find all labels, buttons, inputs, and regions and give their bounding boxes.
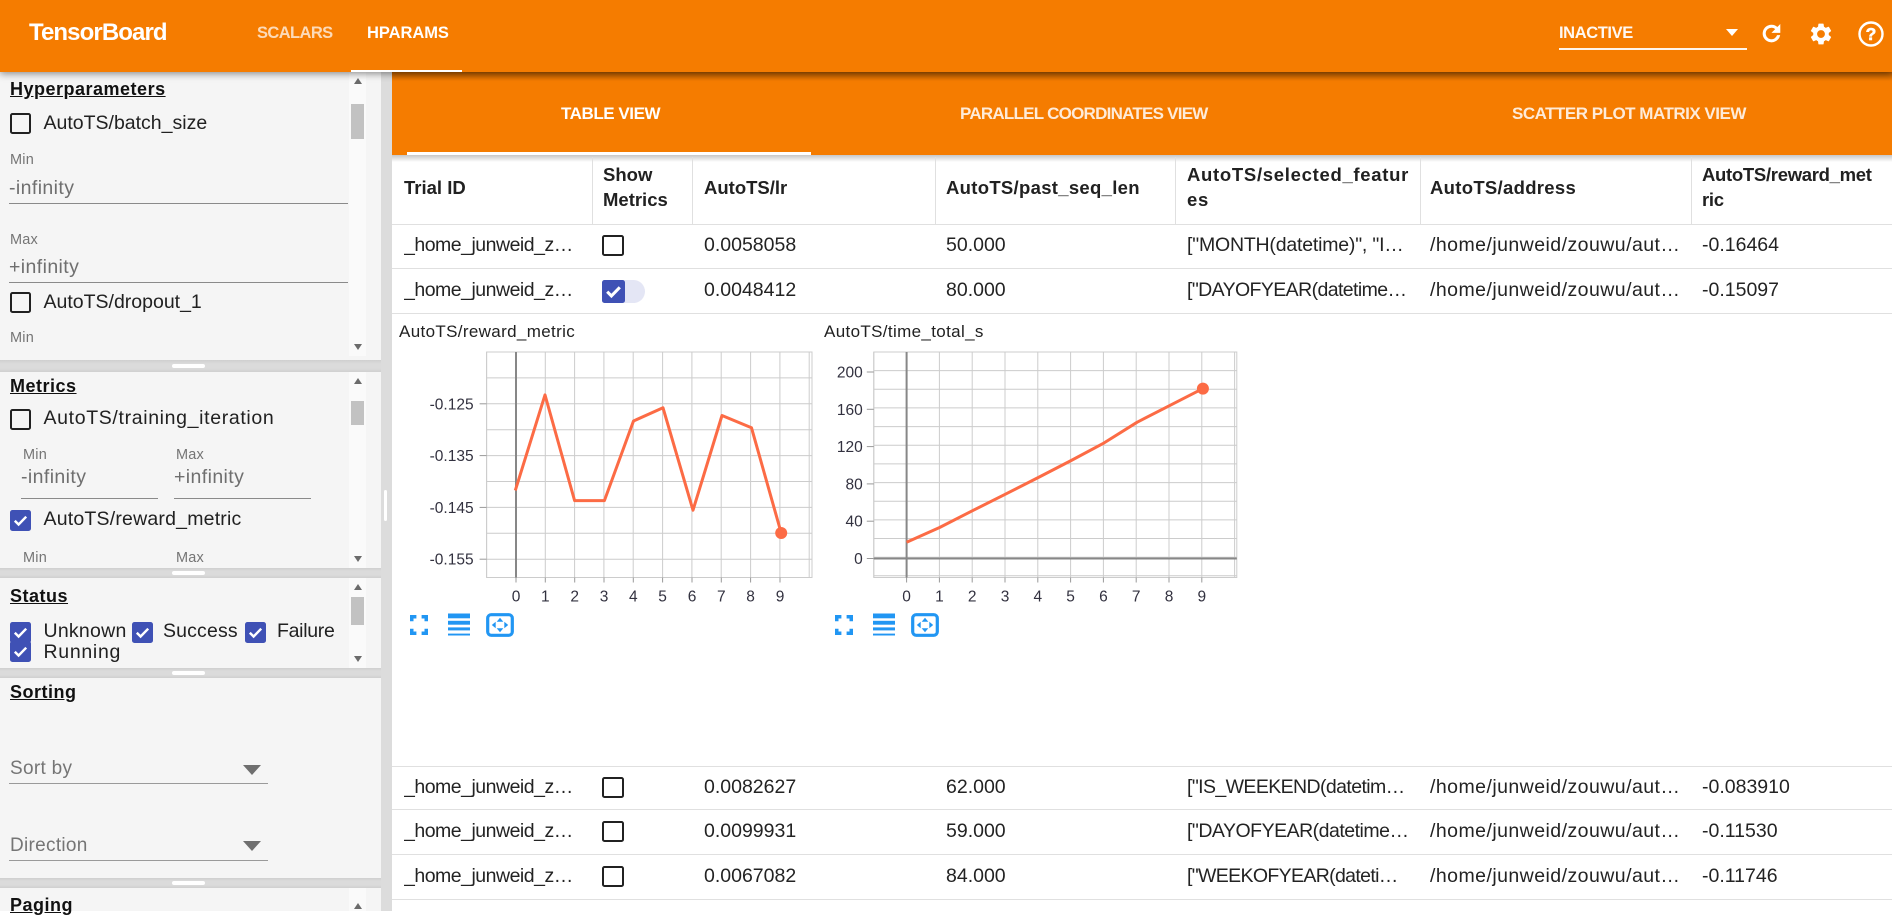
svg-text:8: 8 xyxy=(746,589,755,606)
svg-text:5: 5 xyxy=(1066,589,1075,606)
svg-text:-0.155: -0.155 xyxy=(430,552,474,569)
svg-text:1: 1 xyxy=(541,589,550,606)
svg-text:0: 0 xyxy=(902,589,911,606)
svg-text:9: 9 xyxy=(1197,589,1206,606)
svg-text:6: 6 xyxy=(1099,589,1108,606)
svg-text:160: 160 xyxy=(837,402,863,419)
svg-text:4: 4 xyxy=(629,589,638,606)
svg-text:-0.135: -0.135 xyxy=(430,448,474,465)
svg-text:3: 3 xyxy=(600,589,609,606)
svg-text:2: 2 xyxy=(570,589,579,606)
svg-text:6: 6 xyxy=(688,589,697,606)
svg-text:200: 200 xyxy=(837,365,863,382)
svg-text:5: 5 xyxy=(658,589,667,606)
svg-text:1: 1 xyxy=(935,589,944,606)
svg-text:?: ? xyxy=(1866,24,1877,44)
svg-text:8: 8 xyxy=(1165,589,1174,606)
svg-text:80: 80 xyxy=(846,476,864,493)
svg-text:0: 0 xyxy=(854,551,863,568)
svg-text:3: 3 xyxy=(1001,589,1010,606)
svg-text:120: 120 xyxy=(837,439,863,456)
svg-text:9: 9 xyxy=(776,589,785,606)
svg-text:-0.145: -0.145 xyxy=(430,500,474,517)
svg-text:0: 0 xyxy=(512,589,521,606)
svg-text:7: 7 xyxy=(717,589,726,606)
svg-text:2: 2 xyxy=(968,589,977,606)
svg-text:-0.125: -0.125 xyxy=(430,396,474,413)
svg-text:4: 4 xyxy=(1033,589,1042,606)
svg-text:7: 7 xyxy=(1132,589,1141,606)
svg-text:40: 40 xyxy=(846,514,864,531)
